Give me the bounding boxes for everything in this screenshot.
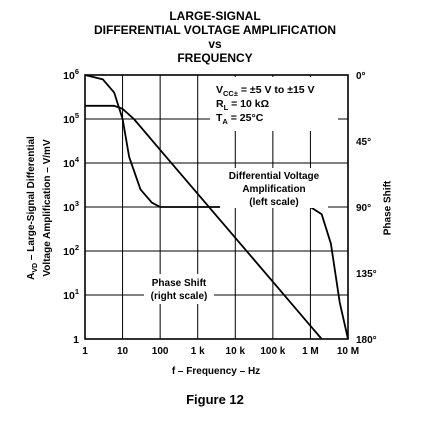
y-tick-label: 105	[63, 111, 79, 126]
differential-voltage-amplification-line	[85, 104, 323, 340]
x-tick-label: 100	[152, 346, 169, 357]
x-tick-label: 1 M	[302, 346, 319, 357]
phase-label-line-1: Phase Shift	[152, 278, 207, 289]
figure-caption: Figure 12	[186, 392, 244, 407]
phase-label-bg	[144, 274, 214, 304]
chart-title-line-1: LARGE-SIGNAL	[169, 9, 261, 23]
plot-frame	[84, 74, 349, 340]
dva-label-bg	[220, 168, 328, 208]
conditions-box-bg	[210, 77, 338, 131]
right-tick-label: 45°	[356, 137, 371, 148]
y-tick-label: 104	[63, 155, 80, 170]
phase-label-line-2: (right scale)	[151, 291, 208, 302]
x-tick-label: 10 M	[337, 346, 359, 357]
right-tick-label: 90°	[356, 203, 371, 214]
condition-rl: RL = 10 kΩ	[216, 98, 269, 112]
y-tick-label: 106	[63, 67, 79, 82]
x-tick-label: 1	[82, 346, 88, 357]
chart-title-line-2: DIFFERENTIAL VOLTAGE AMPLIFICATION	[94, 23, 336, 37]
y-tick-label: 103	[63, 199, 79, 214]
condition-ta: TA = 25°C	[216, 112, 264, 126]
x-axis-label: f – Frequency – Hz	[171, 366, 261, 377]
dva-label-line-3: (left scale)	[249, 197, 298, 208]
chart-title-line-4: FREQUENCY	[177, 51, 253, 65]
x-tick-label: 10	[117, 346, 129, 357]
phase-shift-line	[84, 74, 349, 340]
chart-title-line-3: vs	[208, 37, 222, 51]
x-tick-label: 100 k	[260, 346, 285, 357]
y-tick-label: 101	[63, 287, 79, 302]
condition-vcc: VCC± = ±5 V to ±15 V	[216, 84, 315, 98]
dva-label-line-2: Amplification	[242, 184, 305, 195]
y-tick-label: 1	[73, 334, 79, 346]
right-tick-label: 0°	[356, 71, 366, 82]
x-tick-label: 10 k	[226, 346, 246, 357]
x-tick-label: 1 k	[191, 346, 205, 357]
y-tick-label: 102	[63, 243, 79, 258]
right-tick-label: 180°	[356, 335, 377, 346]
dva-label-line-1: Differential Voltage	[229, 171, 320, 182]
right-tick-label: 135°	[356, 269, 377, 280]
